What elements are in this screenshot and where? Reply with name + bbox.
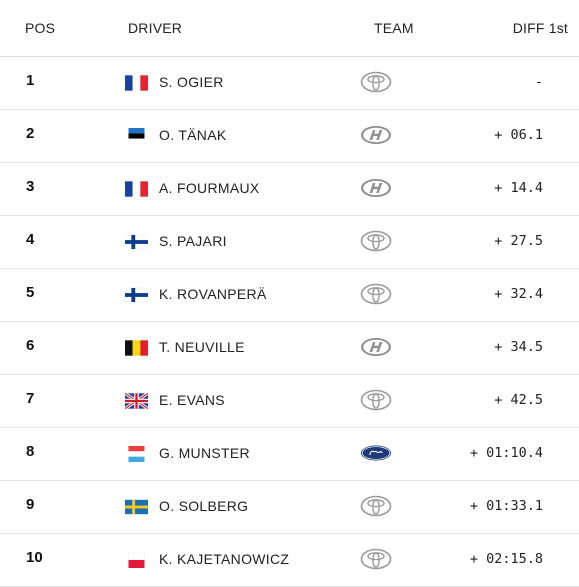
- gap-to-leader: + 02:15.8: [469, 551, 543, 567]
- driver-name[interactable]: O. TÄNAK: [159, 127, 227, 143]
- position: 8: [26, 443, 35, 460]
- header-pos: POS: [25, 20, 56, 36]
- table-row: 9 O. SOLBERG + 01:33.1: [0, 481, 579, 534]
- luxembourg-flag-icon: [125, 446, 148, 462]
- belgium-flag-icon: [125, 340, 148, 356]
- table-row: 3 A. FOURMAUX + 14.4: [0, 163, 579, 216]
- driver-name[interactable]: A. FOURMAUX: [159, 180, 260, 196]
- hyundai-logo-icon: [360, 177, 392, 199]
- finland-flag-icon: [125, 287, 148, 303]
- gap-to-leader: + 14.4: [494, 180, 543, 196]
- table-row: 4 S. PAJARI + 27.5: [0, 216, 579, 269]
- driver-name[interactable]: T. NEUVILLE: [159, 339, 245, 355]
- driver-name[interactable]: S. PAJARI: [159, 233, 227, 249]
- table-header: POS DRIVER TEAM DIFF 1st: [0, 0, 579, 57]
- toyota-logo-icon: [360, 495, 392, 517]
- table-row: 5 K. ROVANPERÄ + 32.4: [0, 269, 579, 322]
- driver-name[interactable]: O. SOLBERG: [159, 498, 249, 514]
- position: 7: [26, 390, 35, 407]
- gap-to-leader: + 27.5: [494, 233, 543, 249]
- poland-flag-icon: [125, 552, 148, 568]
- driver-name[interactable]: K. ROVANPERÄ: [159, 286, 267, 302]
- position: 9: [26, 496, 35, 513]
- position: 4: [26, 231, 35, 248]
- driver-name[interactable]: K. KAJETANOWICZ: [159, 551, 290, 567]
- position: 5: [26, 284, 35, 301]
- header-team: TEAM: [374, 20, 414, 36]
- gap-to-leader: + 32.4: [494, 286, 543, 302]
- gap-to-leader: -: [534, 74, 543, 90]
- france-flag-icon: [125, 75, 148, 91]
- position: 2: [26, 125, 35, 142]
- estonia-flag-icon: [125, 128, 148, 144]
- table-row: 1 S. OGIER -: [0, 57, 579, 110]
- gap-to-leader: + 01:33.1: [469, 498, 543, 514]
- position: 1: [26, 72, 35, 89]
- toyota-logo-icon: [360, 230, 392, 252]
- toyota-logo-icon: [360, 548, 392, 570]
- table-row: 2 O. TÄNAK + 06.1: [0, 110, 579, 163]
- header-driver: DRIVER: [128, 20, 183, 36]
- france-flag-icon: [125, 181, 148, 197]
- gap-to-leader: + 06.1: [494, 127, 543, 143]
- position: 6: [26, 337, 35, 354]
- driver-name[interactable]: E. EVANS: [159, 392, 225, 408]
- hyundai-logo-icon: [360, 336, 392, 358]
- table-row: 8 G. MUNSTER + 01:10.4: [0, 428, 579, 481]
- gap-to-leader: + 34.5: [494, 339, 543, 355]
- driver-name[interactable]: G. MUNSTER: [159, 445, 250, 461]
- table-row: 10 K. KAJETANOWICZ + 02:15.8: [0, 534, 579, 587]
- uk-flag-icon: [125, 393, 148, 409]
- ford-logo-icon: [360, 442, 392, 464]
- hyundai-logo-icon: [360, 124, 392, 146]
- gap-to-leader: + 42.5: [494, 392, 543, 408]
- toyota-logo-icon: [360, 71, 392, 93]
- toyota-logo-icon: [360, 283, 392, 305]
- position: 10: [26, 549, 43, 566]
- position: 3: [26, 178, 35, 195]
- table-row: 6 T. NEUVILLE + 34.5: [0, 322, 579, 375]
- toyota-logo-icon: [360, 389, 392, 411]
- driver-name[interactable]: S. OGIER: [159, 74, 224, 90]
- sweden-flag-icon: [125, 499, 148, 515]
- finland-flag-icon: [125, 234, 148, 250]
- table-body: 1 S. OGIER - 2 O. TÄNAK + 06.1 3 A. FOURMAUX + 1…: [0, 57, 579, 587]
- header-diff: DIFF 1st: [512, 20, 568, 36]
- table-row: 7 E. EVANS + 42.5: [0, 375, 579, 428]
- gap-to-leader: + 01:10.4: [469, 445, 543, 461]
